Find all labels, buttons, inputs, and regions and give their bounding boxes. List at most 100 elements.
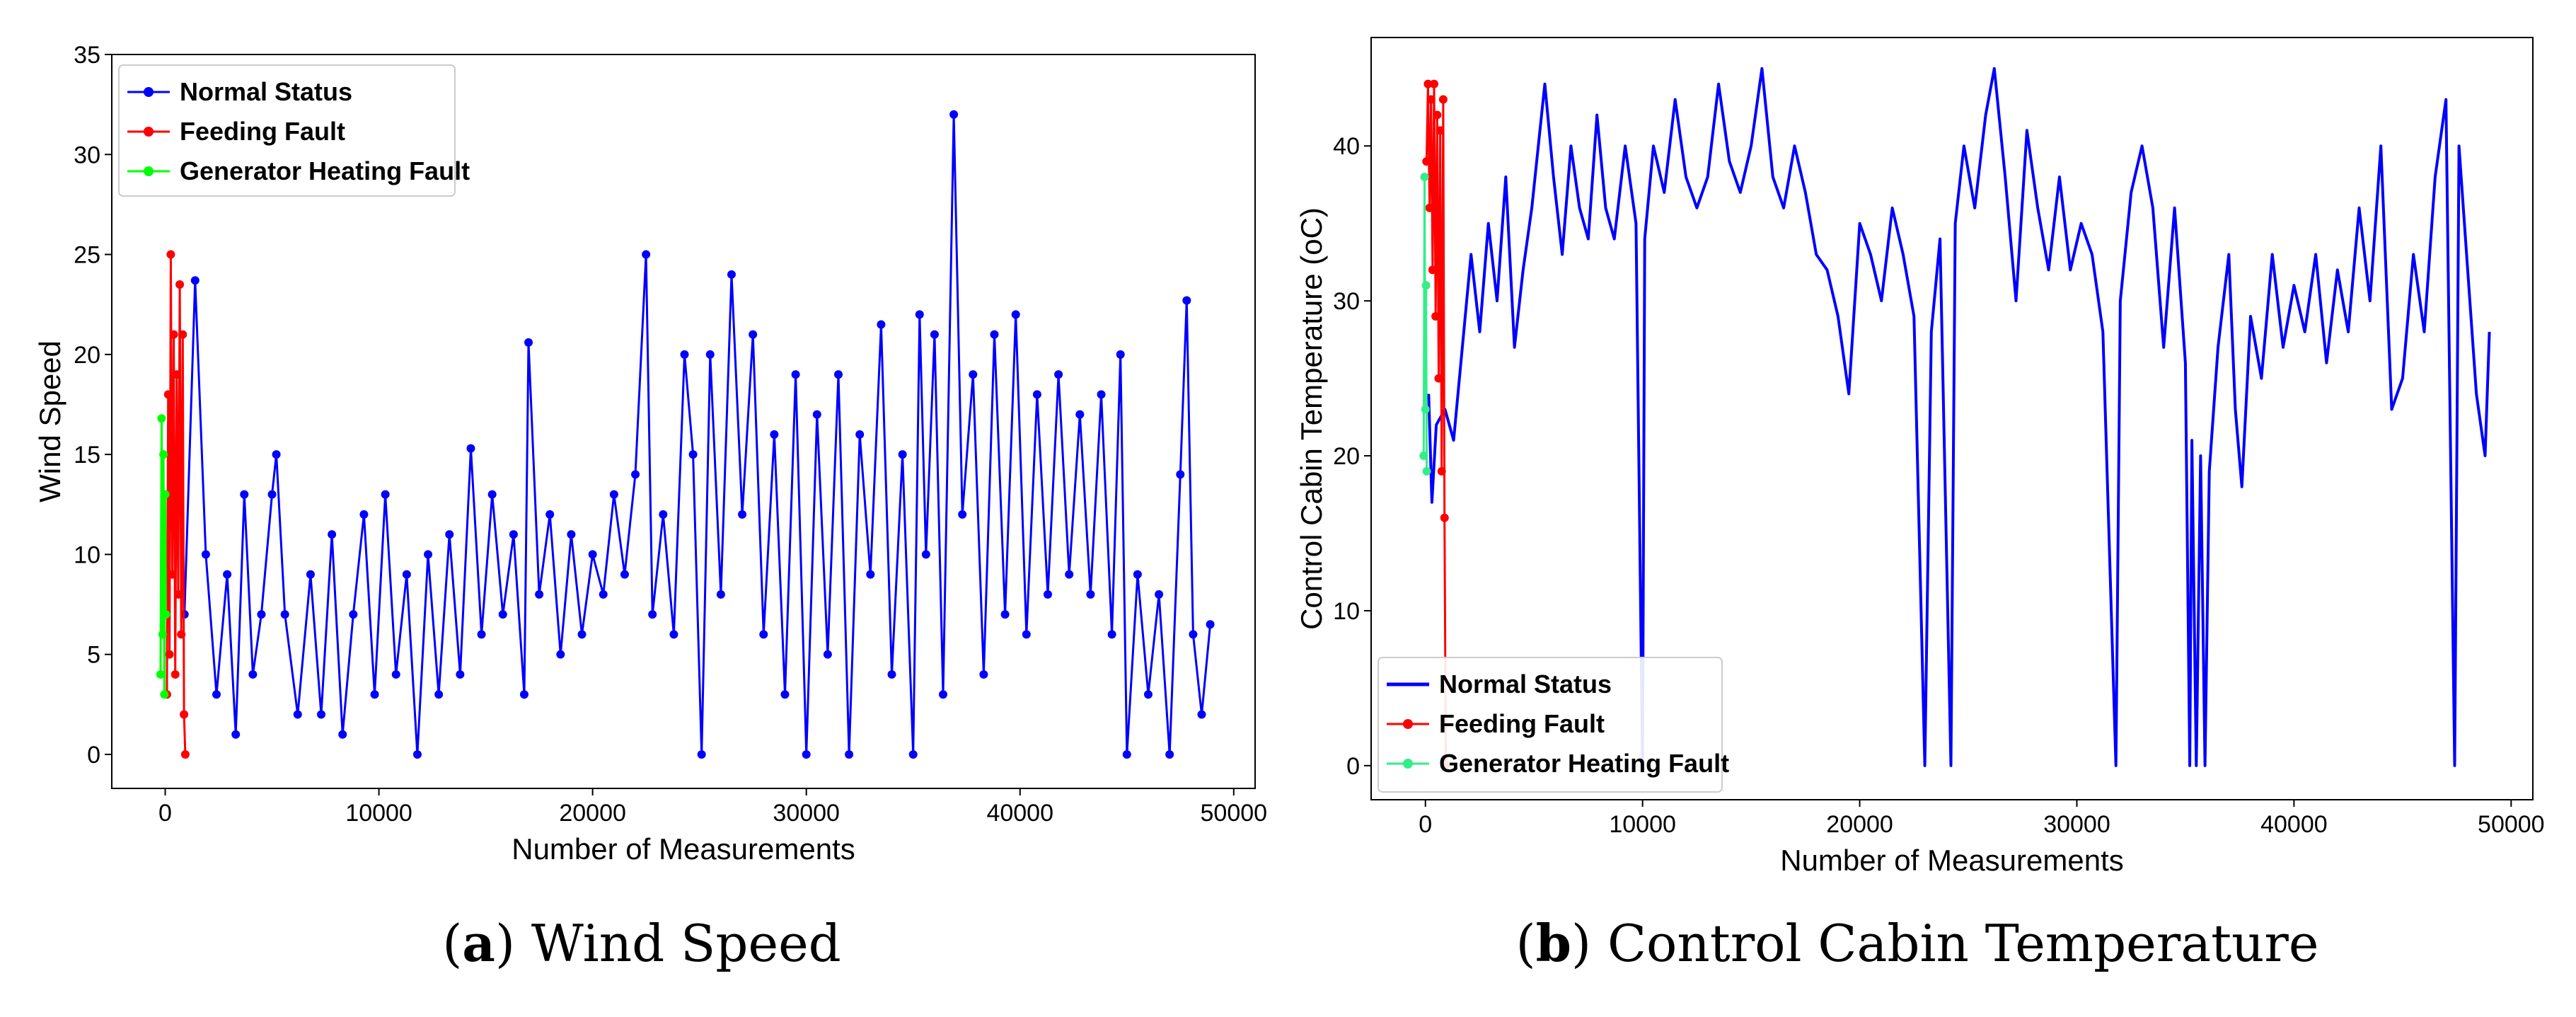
y-tick-label: 25 — [74, 242, 100, 269]
data-point-normal-status — [412, 749, 422, 759]
legend-label-normal-status: Normal Status — [1439, 670, 1612, 699]
data-point-feeding-fault — [1437, 466, 1446, 476]
data-point-generator-heating-fault — [158, 630, 167, 639]
data-point-normal-status — [716, 590, 725, 599]
data-point-normal-status — [306, 570, 315, 579]
data-point-normal-status — [921, 550, 930, 559]
legend: Normal Status Feeding Fault Generator Heat… — [1377, 657, 1729, 793]
caption-text: Control Cabin Temperature — [1591, 914, 2318, 973]
legend-label-generator-heating-fault: Generator Heating Fault — [180, 156, 470, 185]
legend-label-feeding-fault: Feeding Fault — [1439, 709, 1605, 738]
data-point-normal-status — [328, 530, 337, 539]
data-point-generator-heating-fault — [1421, 405, 1430, 414]
data-point-feeding-fault — [175, 280, 185, 289]
y-tick-label: 35 — [74, 42, 100, 69]
data-point-normal-status — [190, 276, 200, 285]
data-point-feeding-fault — [1422, 157, 1431, 166]
data-point-normal-status — [990, 330, 999, 339]
data-point-normal-status — [958, 510, 967, 519]
series-line-feeding-fault — [166, 253, 187, 755]
data-point-normal-status — [349, 610, 358, 619]
data-point-normal-status — [898, 450, 907, 459]
data-point-feeding-fault — [166, 250, 175, 259]
data-point-feeding-fault — [177, 630, 186, 639]
data-point-normal-status — [1054, 370, 1063, 379]
x-tick-label: 10000 — [345, 800, 412, 827]
caption-open-paren: ( — [442, 914, 462, 973]
chart-panel-b: 0 10000 20000 30000 40000 50000 0 10 20 30 40 Numbe… — [1295, 37, 2545, 877]
data-point-normal-status — [855, 430, 865, 439]
data-point-normal-status — [212, 690, 221, 699]
data-point-normal-status — [257, 610, 266, 619]
data-point-normal-status — [248, 670, 258, 679]
caption-b: (b) Control Cabin Temperature — [1516, 913, 2319, 973]
data-point-normal-status — [705, 350, 715, 359]
series-group — [1419, 67, 2491, 770]
data-point-normal-status — [659, 510, 668, 519]
data-point-normal-status — [280, 610, 289, 619]
data-point-normal-status — [680, 350, 689, 359]
data-point-normal-status — [1197, 710, 1206, 719]
data-point-normal-status — [620, 570, 629, 579]
y-tick-label: 0 — [87, 742, 100, 769]
data-point-feeding-fault — [1425, 203, 1434, 212]
legend-marker-feeding-fault — [144, 127, 154, 137]
data-point-normal-status — [727, 270, 736, 279]
data-point-generator-heating-fault — [156, 670, 165, 679]
data-point-normal-status — [812, 410, 821, 419]
data-point-generator-heating-fault — [1420, 173, 1429, 182]
data-point-generator-heating-fault — [1419, 452, 1428, 461]
data-point-normal-status — [424, 550, 433, 559]
data-point-feeding-fault — [172, 370, 181, 379]
data-point-normal-status — [391, 670, 400, 679]
data-point-normal-status — [588, 550, 597, 559]
legend-label-normal-status: Normal Status — [180, 77, 352, 106]
data-point-normal-status — [930, 330, 939, 339]
legend: Normal Status Feeding Fault Generator Heat… — [118, 64, 470, 197]
y-tick-label: 30 — [74, 142, 100, 168]
y-axis-label: Wind Speed — [33, 340, 67, 502]
data-point-feeding-fault — [1434, 374, 1443, 383]
data-point-feeding-fault — [1433, 110, 1442, 120]
data-point-feeding-fault — [1440, 513, 1449, 522]
data-point-normal-status — [456, 670, 465, 679]
data-point-normal-status — [1107, 630, 1116, 639]
caption-letter: a — [462, 913, 495, 973]
data-point-normal-status — [487, 490, 497, 499]
x-tick-label: 20000 — [1826, 811, 1893, 838]
data-point-generator-heating-fault — [1422, 466, 1431, 476]
data-point-feeding-fault — [165, 650, 174, 659]
chart-panel-a: 0 10000 20000 30000 40000 50000 0 5 10 15 20 25 30 35… — [33, 42, 1267, 866]
data-point-normal-status — [877, 320, 886, 329]
data-point-normal-status — [201, 550, 210, 559]
data-point-feeding-fault — [1431, 312, 1440, 321]
y-tick-label: 20 — [74, 342, 100, 369]
data-point-generator-heating-fault — [161, 610, 171, 619]
data-point-normal-status — [1032, 390, 1041, 399]
data-point-normal-status — [780, 690, 790, 699]
caption-text: Wind Speed — [515, 914, 841, 973]
data-point-normal-status — [1075, 410, 1085, 419]
data-point-normal-status — [567, 530, 576, 539]
data-point-generator-heating-fault — [157, 414, 166, 423]
caption-letter: b — [1536, 913, 1571, 973]
data-point-feeding-fault — [1426, 95, 1436, 104]
data-point-normal-status — [545, 510, 555, 519]
x-tick-label: 0 — [158, 800, 172, 827]
data-point-normal-status — [759, 630, 768, 639]
data-point-normal-status — [599, 590, 608, 599]
data-point-normal-status — [535, 590, 544, 599]
data-point-normal-status — [609, 490, 618, 499]
legend-label-feeding-fault: Feeding Fault — [180, 117, 345, 146]
x-tick-label: 50000 — [2478, 811, 2545, 838]
data-point-normal-status — [1189, 630, 1198, 639]
data-point-normal-status — [1097, 390, 1106, 399]
data-point-normal-status — [823, 650, 832, 659]
legend-marker-generator-heating-fault — [144, 166, 154, 176]
x-tick-label: 10000 — [1609, 811, 1676, 838]
data-point-normal-status — [1022, 630, 1031, 639]
legend-label-generator-heating-fault: Generator Heating Fault — [1439, 749, 1729, 778]
data-point-feeding-fault — [1428, 265, 1437, 275]
data-point-normal-status — [434, 690, 444, 699]
data-point-normal-status — [223, 570, 232, 579]
